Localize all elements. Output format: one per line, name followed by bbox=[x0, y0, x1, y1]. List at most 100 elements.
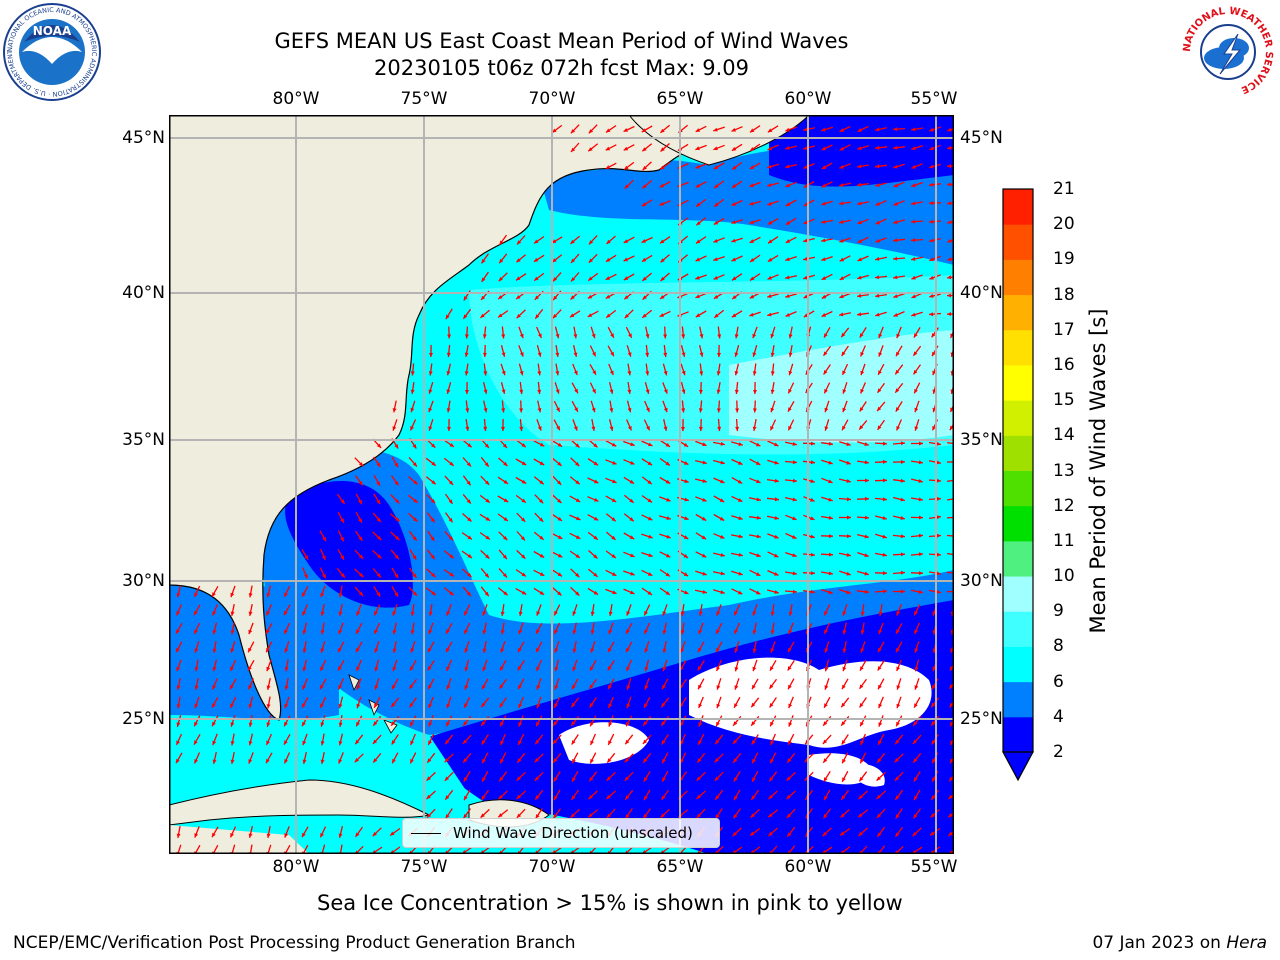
wave-direction-arrowhead bbox=[593, 590, 599, 595]
wave-direction-arrowhead bbox=[320, 666, 324, 671]
wave-direction-arrowhead bbox=[623, 128, 628, 132]
wave-direction-arrowhead bbox=[248, 666, 252, 671]
wave-direction-arrowhead bbox=[626, 685, 631, 690]
noaa-logo: NATIONAL OCEANIC AND ATMOSPHERIC ADMINIS… bbox=[2, 2, 101, 101]
wave-direction-arrowhead bbox=[248, 593, 253, 598]
wave-direction-arrowhead bbox=[900, 478, 905, 483]
wave-direction-arrowhead bbox=[284, 610, 288, 616]
wave-direction-arrowhead bbox=[394, 462, 398, 468]
wave-direction-arrowhead bbox=[446, 666, 450, 671]
wave-direction-arrowhead bbox=[536, 647, 540, 653]
wave-direction-arrowhead bbox=[841, 702, 846, 708]
wave-direction-arrowhead bbox=[828, 571, 833, 576]
wave-direction-arrowhead bbox=[737, 479, 743, 484]
wave-direction-arrowhead bbox=[875, 220, 881, 225]
wave-direction-arrowhead bbox=[608, 629, 613, 635]
wave-direction-arrowhead bbox=[936, 478, 941, 483]
wave-direction-arrowhead bbox=[463, 296, 468, 301]
wave-direction-arrowhead bbox=[684, 497, 689, 502]
wave-direction-arrowhead bbox=[391, 740, 396, 745]
wave-direction-arrowhead bbox=[623, 276, 629, 280]
wave-direction-arrowhead bbox=[717, 334, 722, 339]
wave-direction-arrowhead bbox=[857, 239, 863, 243]
lon-tick-bottom: 65°W bbox=[656, 857, 704, 877]
wave-direction-arrowhead bbox=[284, 759, 288, 764]
wave-direction-arrowhead bbox=[521, 498, 526, 503]
wave-direction-arrowhead bbox=[882, 497, 887, 502]
wave-direction-arrowhead bbox=[535, 814, 540, 819]
wave-direction-arrowhead bbox=[876, 776, 881, 781]
wave-direction-arrowhead bbox=[176, 666, 181, 672]
wave-direction-arrowhead bbox=[683, 572, 689, 577]
wave-direction-arrowhead bbox=[839, 146, 845, 151]
colorbar-tick-label: 21 bbox=[1053, 179, 1075, 199]
wave-direction-arrowhead bbox=[266, 740, 270, 745]
wave-direction-arrowhead bbox=[359, 572, 364, 578]
lat-tick-left: 25°N bbox=[122, 709, 165, 729]
wave-direction-arrowhead bbox=[732, 831, 737, 837]
wave-direction-arrowhead bbox=[641, 202, 647, 207]
wave-direction-arrowhead bbox=[194, 833, 199, 838]
wave-direction-arrowhead bbox=[895, 739, 900, 745]
wave-direction-arrowhead bbox=[749, 312, 754, 317]
wave-direction-arrowhead bbox=[864, 496, 869, 501]
wave-direction-arrowhead bbox=[864, 460, 869, 465]
wave-direction-arrowhead bbox=[372, 831, 377, 837]
wave-direction-arrowhead bbox=[788, 647, 792, 653]
wave-direction-arrowhead bbox=[623, 239, 629, 243]
wave-direction-arrowhead bbox=[320, 630, 325, 635]
wave-direction-arrowhead bbox=[950, 758, 954, 764]
wave-direction-arrowhead bbox=[554, 648, 559, 653]
wave-direction-arrowhead bbox=[936, 552, 941, 557]
wave-direction-arrowhead bbox=[786, 794, 791, 799]
wave-direction-arrowhead bbox=[755, 442, 761, 447]
wave-direction-arrowhead bbox=[302, 721, 306, 727]
wave-direction-arrowhead bbox=[449, 572, 454, 577]
wave-direction-arrowhead bbox=[446, 408, 451, 413]
wave-direction-arrowhead bbox=[698, 629, 703, 635]
wave-direction-arrowhead bbox=[894, 776, 900, 781]
wave-direction-arrowhead bbox=[644, 795, 648, 801]
wave-direction-arrowhead bbox=[914, 685, 919, 690]
legend-line-sample bbox=[411, 832, 441, 834]
wave-direction-arrow bbox=[231, 844, 236, 854]
wave-direction-arrowhead bbox=[823, 370, 828, 375]
wave-direction-arrowhead bbox=[322, 555, 326, 560]
wave-direction-arrowhead bbox=[877, 832, 882, 837]
lat-tick-right: 40°N bbox=[960, 283, 1003, 303]
wave-direction-arrowhead bbox=[518, 703, 523, 708]
wave-direction-arrowhead bbox=[248, 647, 252, 653]
wave-direction-arrowhead bbox=[426, 776, 431, 781]
wave-direction-arrowhead bbox=[612, 460, 617, 465]
wave-direction-arrowhead bbox=[911, 312, 916, 317]
wave-period-map bbox=[169, 115, 954, 854]
wave-direction-arrowhead bbox=[875, 201, 880, 206]
wave-direction-arrowhead bbox=[663, 426, 668, 431]
wave-direction-arrowhead bbox=[590, 630, 595, 635]
wave-direction-arrowhead bbox=[785, 164, 790, 169]
wave-direction-arrowhead bbox=[464, 352, 469, 357]
wave-direction-arrowhead bbox=[769, 684, 774, 689]
map-gridlines bbox=[169, 115, 954, 854]
wave-direction-arrowhead bbox=[481, 277, 486, 282]
wave-direction-arrowhead bbox=[914, 610, 918, 616]
wave-direction-arrowhead bbox=[230, 630, 235, 635]
wave-direction-arrowhead bbox=[823, 351, 828, 356]
wave-direction-arrowhead bbox=[720, 460, 725, 465]
colorbar-cell bbox=[1003, 189, 1033, 225]
wave-direction-arrowhead bbox=[485, 516, 491, 521]
wave-direction-arrowhead bbox=[737, 498, 743, 502]
wave-direction-arrowhead bbox=[788, 334, 793, 339]
wave-direction-arrowhead bbox=[702, 497, 707, 502]
wave-direction-arrowhead bbox=[731, 202, 736, 206]
wave-direction-arrowhead bbox=[446, 389, 451, 394]
wave-direction-arrowhead bbox=[607, 758, 612, 763]
wave-direction-arrowhead bbox=[230, 611, 235, 616]
wave-direction-arrowhead bbox=[842, 370, 846, 375]
colorbar-cell bbox=[1003, 611, 1033, 647]
wave-direction-arrowhead bbox=[645, 389, 650, 394]
wave-direction-arrow bbox=[177, 844, 182, 854]
wave-direction-arrowhead bbox=[644, 703, 648, 708]
wave-direction-arrowhead bbox=[480, 813, 485, 818]
colorbar bbox=[1001, 188, 1035, 782]
